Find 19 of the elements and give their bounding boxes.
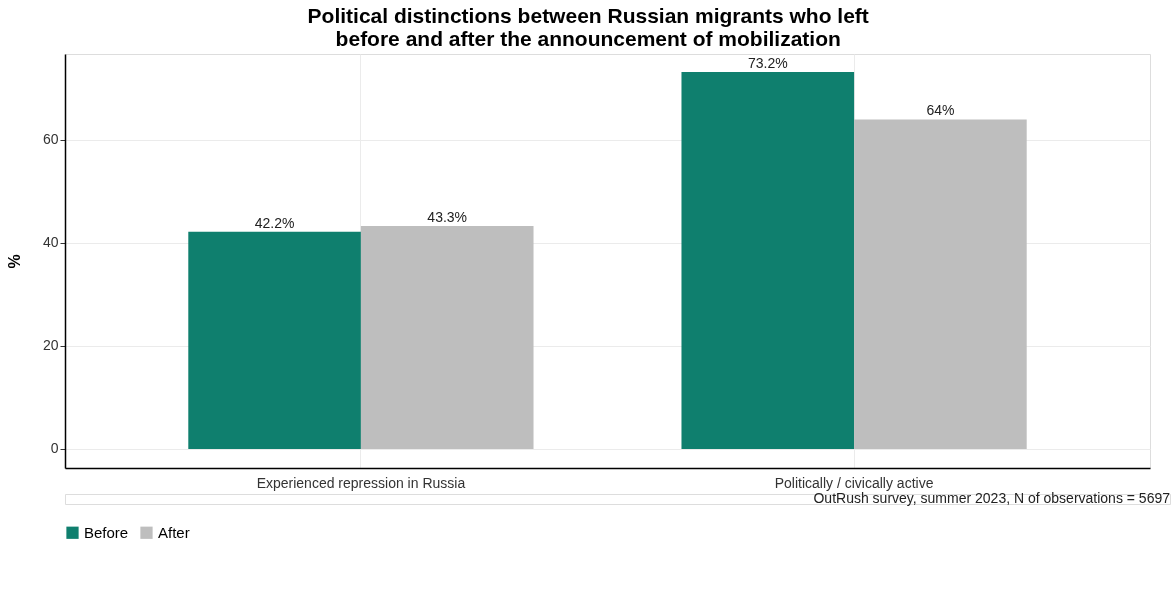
bar bbox=[360, 225, 534, 449]
bar bbox=[681, 72, 855, 449]
data-label: 42.2% bbox=[254, 214, 295, 231]
data-label: 64% bbox=[926, 102, 955, 119]
y-tick-label: 20 bbox=[42, 337, 59, 354]
data-label: 73.2% bbox=[747, 55, 788, 72]
x-tick-label: Politically / civically active bbox=[774, 474, 934, 491]
y-tick-label: 40 bbox=[42, 234, 59, 251]
x-tick-label: Experienced repression in Russia bbox=[256, 474, 466, 491]
bar bbox=[854, 119, 1027, 449]
chart-title: Political distinctions between Russian migrants who left before and after the announcement of mobilization bbox=[307, 3, 869, 50]
legend-label: Before bbox=[84, 523, 129, 541]
y-tick-label: 0 bbox=[50, 440, 59, 457]
data-label: 43.3% bbox=[427, 208, 468, 225]
y-axis-title: % bbox=[5, 254, 23, 269]
legend-label: After bbox=[158, 523, 190, 541]
text: OutRush survey, summer 2023, N of observations = 5697 bbox=[813, 490, 1171, 506]
bar bbox=[188, 231, 361, 449]
y-tick-label: 60 bbox=[42, 131, 59, 148]
